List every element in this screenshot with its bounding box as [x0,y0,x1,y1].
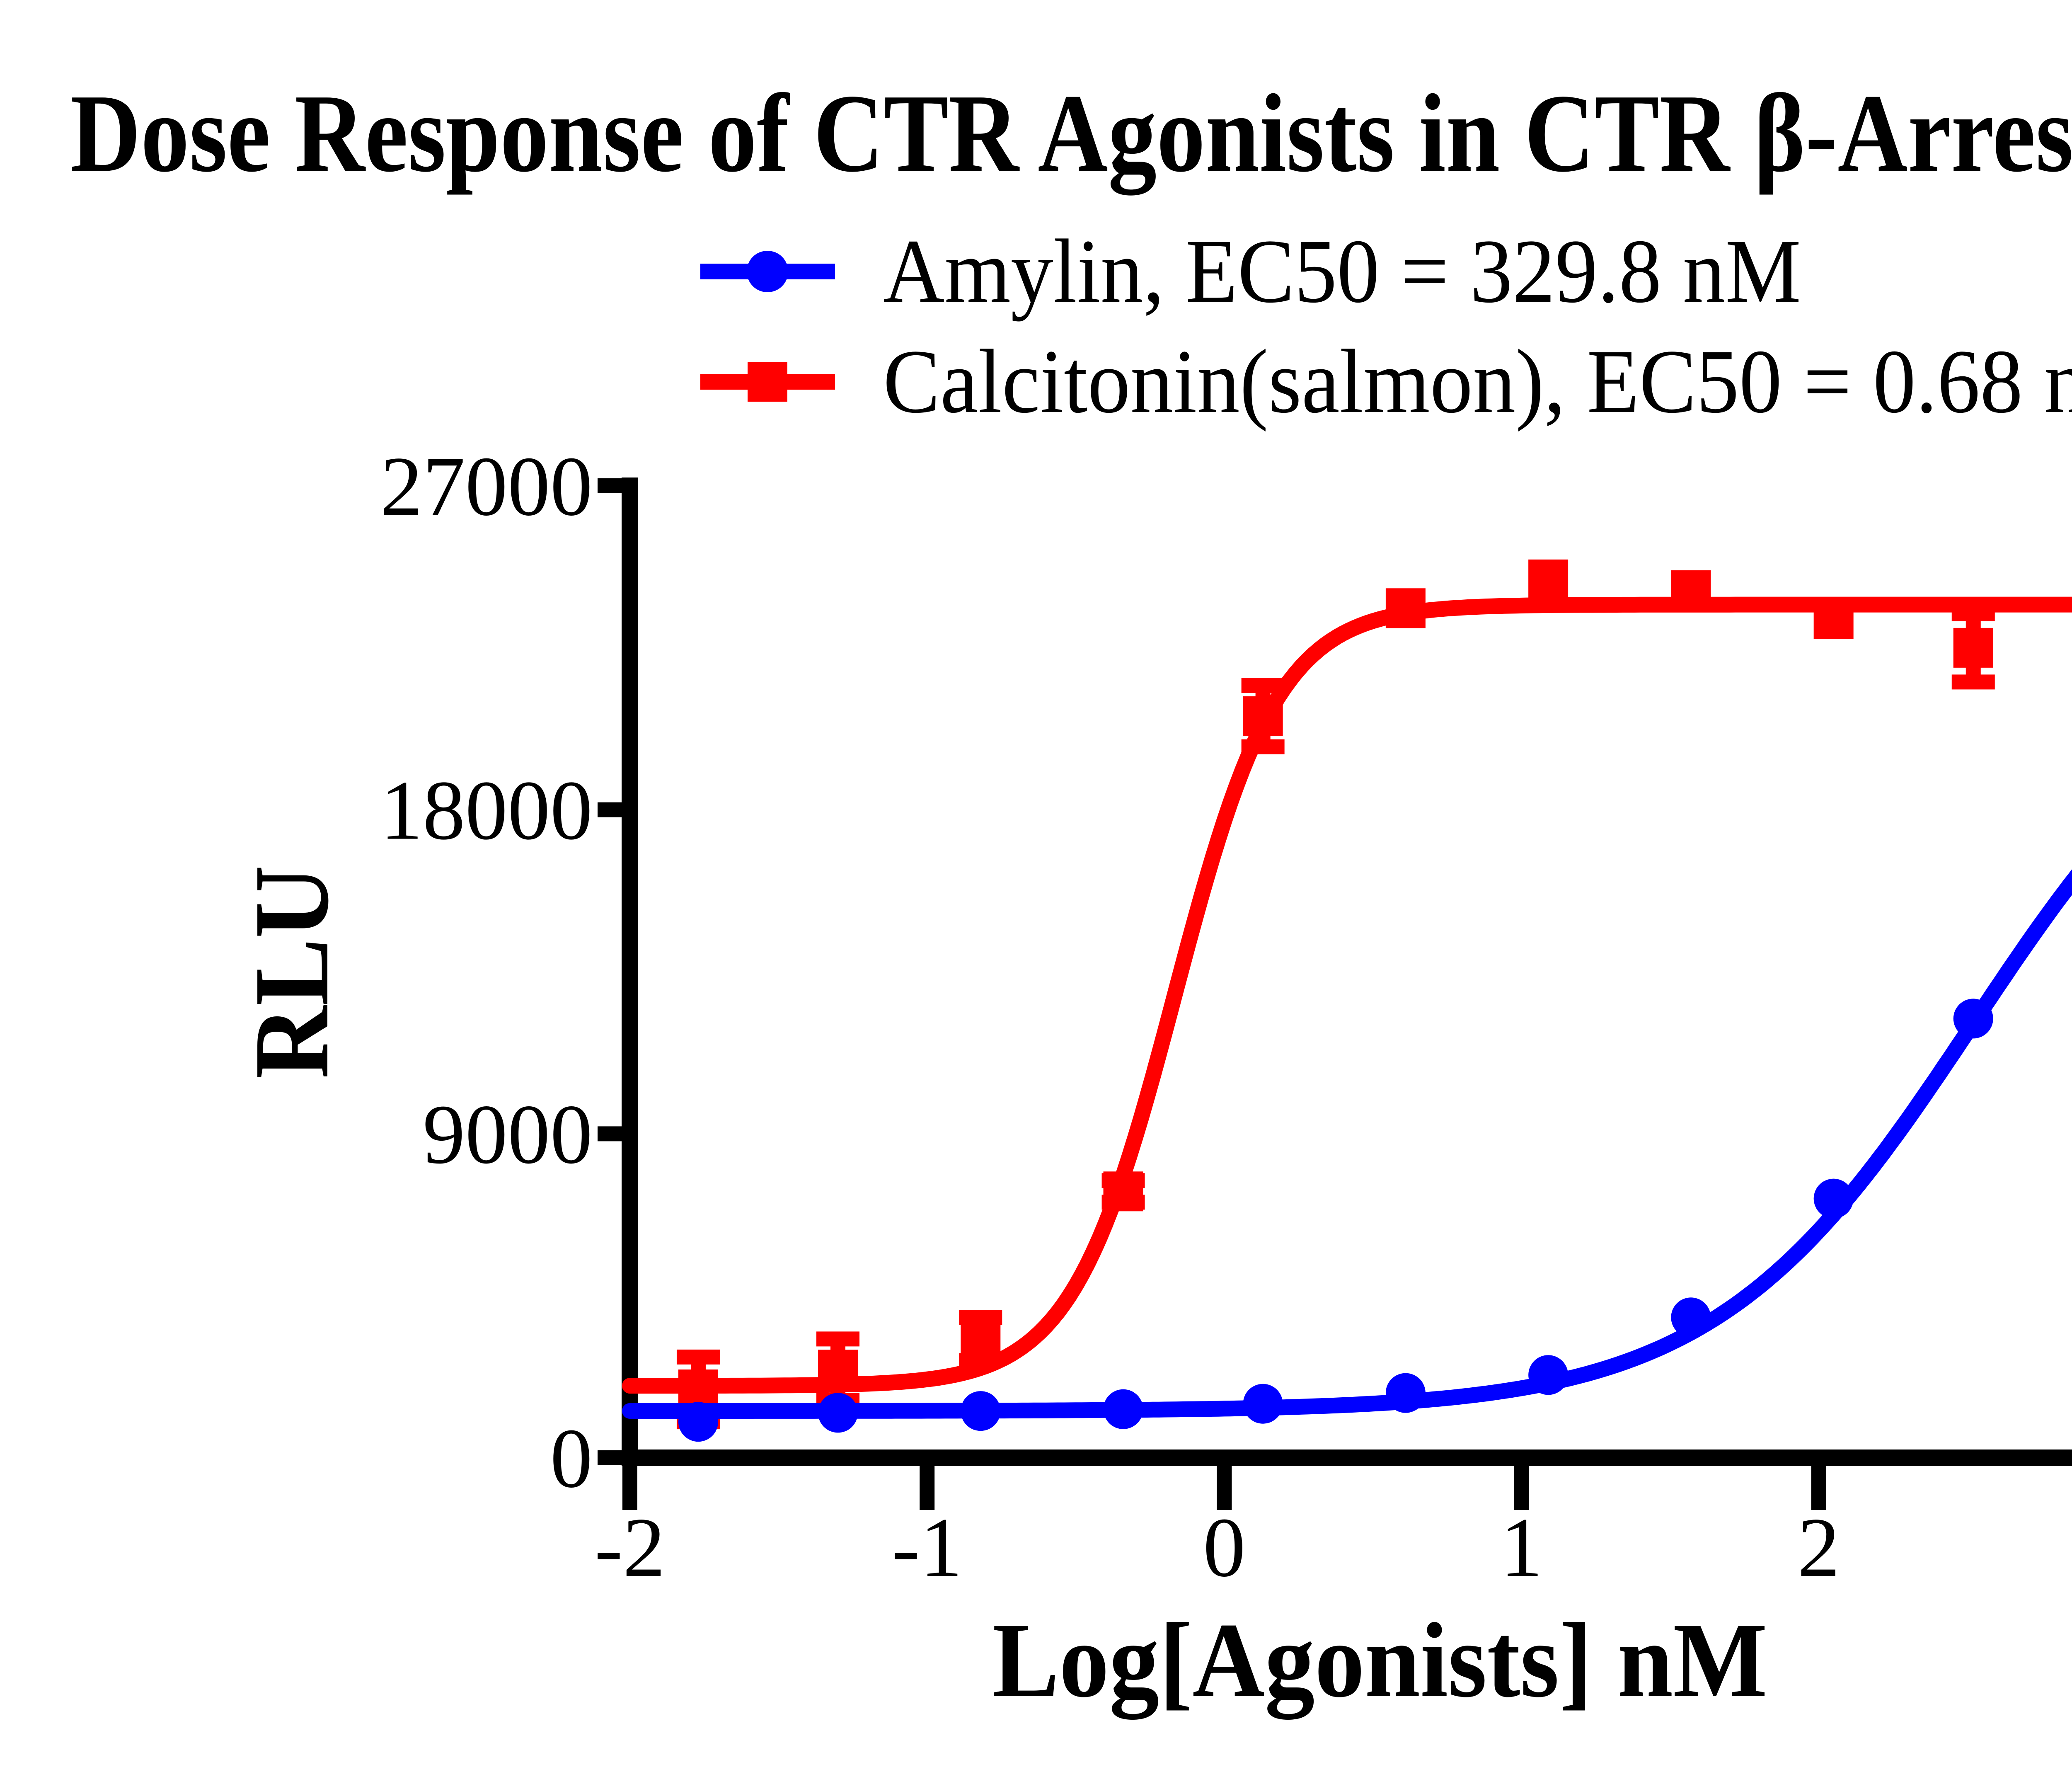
data-point-circle [678,1402,718,1442]
data-point-circle [1243,1384,1283,1424]
x-tick-label: -2 [595,1500,666,1595]
x-tick-label: 0 [1203,1500,1246,1595]
x-tick-label: 2 [1798,1500,1840,1595]
plot-series [622,559,2072,1442]
series-calcitonin-salmon- [622,559,2072,1430]
x-tick-label: -1 [892,1500,963,1595]
data-point-circle [1953,999,1993,1039]
data-point-circle [1385,1373,1426,1413]
amylin-legend-label: Amylin, EC50 = 329.8 nM [883,221,1801,322]
calcitonin-legend-square-icon [748,362,787,402]
data-point-square [1528,559,1569,599]
calcitonin-legend-label: Calcitonin(salmon), EC50 = 0.68 nM [883,331,2072,432]
data-point-square [1813,599,1854,639]
x-tick-label: 1 [1500,1500,1543,1595]
y-axis-label: RLU [232,865,351,1079]
fit-curve [622,869,2072,1419]
y-tick-label: 27000 [380,439,593,533]
amylin-legend-circle-icon [747,251,788,292]
data-point-square [1103,1171,1143,1212]
data-point-circle [1528,1355,1569,1395]
data-point-circle [961,1391,1001,1431]
fit-curve [622,596,2072,1394]
y-tick-label: 9000 [423,1087,593,1181]
data-point-circle [1103,1389,1143,1429]
x-axis-label: Log[Agonists] nM [992,1601,1767,1721]
data-point-square [1385,588,1426,628]
chart-title: Dose Response of CTR Agonists in CTR β-A… [70,71,2072,197]
legend-item-calcitonin: Calcitonin(salmon), EC50 = 0.68 nM [700,331,2072,432]
data-point-circle [818,1393,858,1433]
data-point-square [961,1319,1001,1359]
data-point-square [1243,696,1283,736]
legend: Amylin, EC50 = 329.8 nM Calcitonin(salmo… [700,221,2072,432]
y-tick-label: 18000 [380,764,593,858]
series-amylin [622,869,2072,1442]
y-tick-label: 0 [550,1411,593,1505]
data-point-square [818,1350,858,1390]
legend-item-amylin: Amylin, EC50 = 329.8 nM [700,221,1801,322]
data-point-circle [1813,1178,1854,1219]
data-point-square [1953,628,1993,668]
data-point-circle [1671,1297,1711,1338]
data-point-square [1671,570,1711,610]
